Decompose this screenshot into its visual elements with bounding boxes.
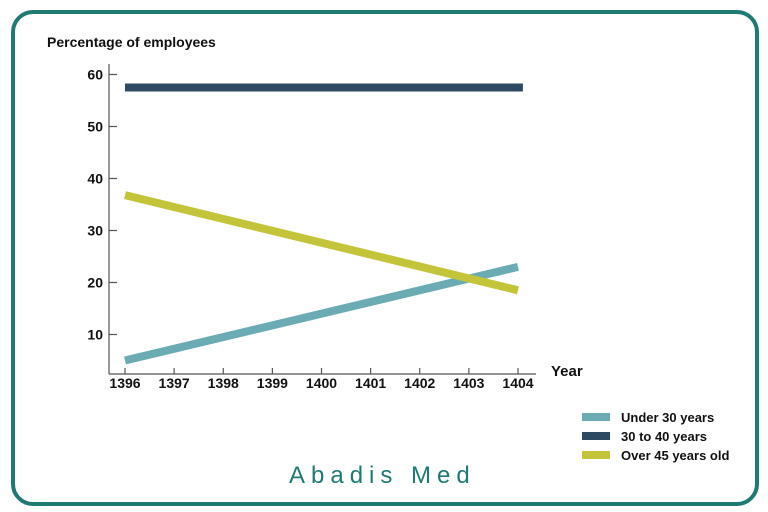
- series-lines: [124, 83, 523, 365]
- legend-label: Over 45 years old: [621, 448, 729, 463]
- series-line-0: [124, 263, 519, 365]
- x-tick-label: 1402: [404, 375, 435, 391]
- series-line-2: [124, 191, 519, 295]
- legend-swatch: [582, 413, 610, 421]
- y-tick-label: 50: [87, 119, 103, 135]
- x-tick-label: 1399: [257, 375, 288, 391]
- x-tick-label: 1404: [502, 375, 533, 391]
- legend-swatch: [582, 432, 610, 440]
- y-tick-label: 60: [87, 67, 103, 83]
- legend-label: 30 to 40 years: [621, 429, 707, 444]
- y-tick-labels: 10 20 30 40 50 60: [87, 67, 117, 343]
- y-tick-label: 30: [87, 223, 103, 239]
- x-tick-label: 1398: [208, 375, 239, 391]
- chart-title: Percentage of employees: [47, 34, 216, 50]
- x-tick-label: 1401: [355, 375, 386, 391]
- legend-swatch: [582, 451, 610, 459]
- x-tick-label: 1396: [109, 375, 140, 391]
- x-tick-labels: 1396 1397 1398 1399 1400 1401 1402 1403 1404: [109, 368, 534, 391]
- x-tick-label: 1400: [306, 375, 337, 391]
- legend-label: Under 30 years: [621, 410, 714, 425]
- y-tick-label: 10: [87, 327, 103, 343]
- x-tick-label: 1397: [159, 375, 190, 391]
- x-axis-label: Year: [551, 363, 583, 380]
- y-tick-label: 40: [87, 171, 103, 187]
- legend: Under 30 years 30 to 40 years Over 45 year…: [582, 410, 729, 463]
- brand-watermark: Abadis Med: [289, 462, 476, 489]
- y-tick-label: 20: [87, 275, 103, 291]
- x-tick-label: 1403: [453, 375, 484, 391]
